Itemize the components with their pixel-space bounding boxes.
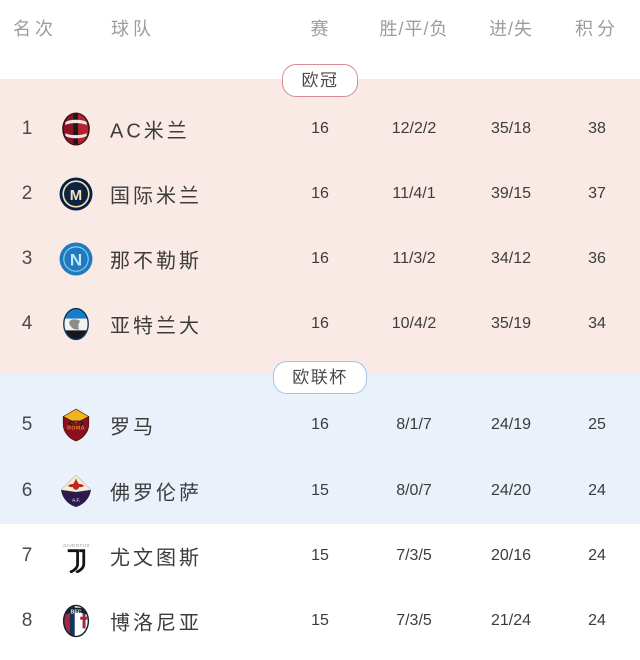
svg-text:BFC: BFC xyxy=(71,609,82,615)
svg-text:M: M xyxy=(70,188,82,204)
svg-text:ROMA: ROMA xyxy=(67,425,84,431)
svg-text:JUVENTUS: JUVENTUS xyxy=(62,543,90,549)
svg-text:N: N xyxy=(70,251,82,270)
svg-text:A.F.: A.F. xyxy=(72,497,80,502)
